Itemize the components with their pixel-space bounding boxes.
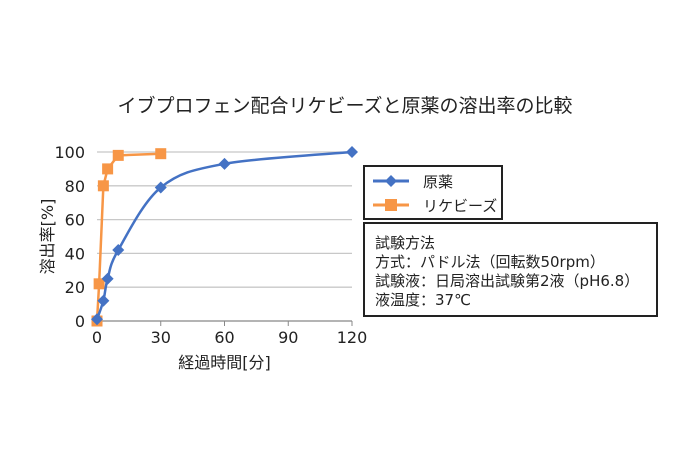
data-point-diamond [112,244,125,257]
x-axis-label: 経過時間[分] [178,353,271,372]
data-point-diamond [91,313,103,326]
data-point-diamond [218,157,231,170]
legend-item-beads: リケビーズ [373,195,497,215]
x-tick-label: 90 [278,328,298,347]
data-point-square [155,148,167,160]
y-tick-label: 100 [54,143,85,162]
legend-marker-square [373,199,409,211]
x-tick-label: 120 [337,328,368,347]
data-point-square [102,163,114,175]
info-line: 試験方法 [375,234,436,252]
x-tick-label: 60 [214,328,234,347]
data-point-diamond [97,294,110,307]
series-line [95,152,161,322]
test-method-box: 試験方法 方式：パドル法（回転数50rpm） 試験液：日局溶出試験第2液（pH6… [363,222,658,317]
y-axis-label: 溶出率[%] [38,199,57,275]
legend-label: リケビーズ [423,196,498,215]
y-tick-label: 0 [75,312,85,331]
info-line: 方式：パドル法（回転数50rpm） [375,253,605,271]
y-tick-label: 20 [65,278,85,297]
legend: 原薬 リケビーズ [363,165,503,220]
data-point-diamond [101,272,114,285]
y-tick-label: 60 [65,211,85,230]
data-point-square [93,278,105,290]
chart-title: イブプロフェン配合リケビーズと原薬の溶出率の比較 [117,94,572,117]
x-tick-label: 0 [92,328,102,347]
y-tick-label: 80 [65,177,85,196]
series-line [95,150,353,320]
legend-marker-diamond [373,175,409,187]
data-point-square [97,180,109,192]
data-point-diamond [154,181,167,194]
info-line: 試験液：日局溶出試験第2液（pH6.8） [375,272,640,290]
legend-label: 原薬 [423,172,454,191]
data-point-diamond [346,146,358,158]
data-point-square [112,149,124,161]
y-tick-label: 40 [65,244,85,263]
info-line: 液温度：37℃ [375,291,471,309]
legend-item-drug: 原薬 [373,171,453,191]
x-tick-label: 30 [151,328,171,347]
